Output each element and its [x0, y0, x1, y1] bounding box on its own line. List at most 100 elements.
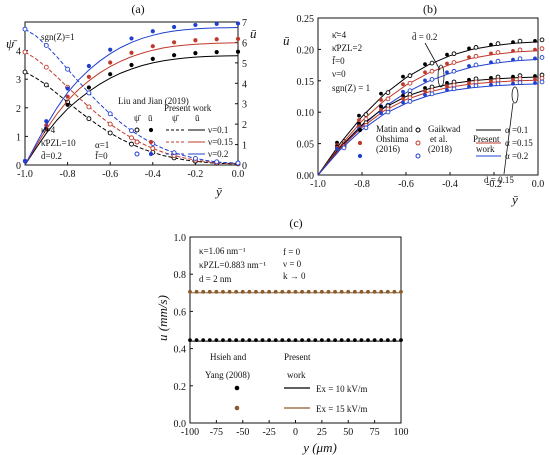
a-u-point	[150, 44, 155, 49]
b-xtick-label: -0.4	[442, 179, 458, 190]
c-point	[306, 289, 311, 294]
c-point	[234, 338, 239, 343]
c-point	[372, 338, 377, 343]
panel-b-ylabel: ū	[283, 33, 290, 48]
c-point	[227, 338, 232, 343]
b-open-point	[407, 73, 413, 79]
b-open-point	[385, 109, 391, 115]
b-filled-point	[445, 84, 449, 88]
legend-c-present-a: Present	[284, 352, 311, 362]
b-filled-point	[467, 81, 471, 85]
panel-c-param-k: k → 0	[283, 271, 306, 281]
b-filled-point	[533, 77, 537, 82]
legend-nu-3: ν=0.2	[208, 149, 228, 159]
c-xtick-label: -75	[210, 427, 223, 438]
a-xtick-label: -0.2	[187, 169, 203, 180]
a-u-point	[108, 72, 113, 77]
legend-c-ref-b: Yang (2008)	[205, 370, 250, 380]
b-line-0	[317, 41, 539, 176]
panel-b-label: (b)	[423, 2, 437, 16]
legend-b-col3-b: work	[476, 144, 495, 154]
b-filled-point	[511, 57, 515, 62]
b-open-point	[495, 41, 501, 46]
c-xtick-label: 100	[394, 427, 409, 438]
c-point	[247, 338, 252, 343]
panel-a-label: (a)	[131, 2, 144, 16]
legend-c-e1: Ex = 10 kV/m	[316, 384, 367, 394]
c-point	[201, 289, 206, 294]
c-ytick-label: 0.8	[174, 270, 187, 281]
b-open-point	[451, 68, 457, 74]
a-u-point	[214, 37, 219, 42]
a-u-point	[235, 21, 241, 26]
legend-b-alpha-3: α =0.2	[505, 151, 528, 161]
panel-c-param-f: f = 0	[283, 247, 301, 257]
c-point	[267, 289, 272, 294]
b-filled-point	[379, 111, 383, 115]
a-u-point	[150, 56, 155, 61]
panel-a-param-kappa: κ̄=4	[41, 125, 56, 135]
b-xtick-label: -0.6	[398, 179, 414, 190]
a-u-point	[108, 47, 113, 52]
a-xtick-label: -0.6	[102, 169, 118, 180]
b-open-point	[539, 75, 545, 81]
b-filled-point	[357, 113, 361, 118]
panel-b-param-f: f̄=0	[332, 56, 345, 66]
a-ytick-right-label: 3	[242, 100, 247, 111]
b-legend-open-0	[415, 127, 421, 133]
a-u-point	[172, 53, 177, 58]
panel-b-d1-ellipse	[437, 64, 445, 88]
panel-c-ylabel: u (mm/s)	[155, 295, 170, 341]
b-filled-point	[401, 93, 405, 98]
a-ytick-left-label: 1	[16, 132, 21, 143]
b-xtick-label: 0.0	[532, 179, 545, 190]
a-u-point	[65, 94, 70, 99]
b-open-point	[539, 55, 545, 60]
b-legend-filled-0	[357, 127, 363, 133]
c-legend-dot-0	[234, 385, 240, 391]
b-filled-point	[511, 49, 515, 53]
a-legend-filled-2	[148, 151, 154, 157]
c-point	[339, 289, 344, 294]
panel-a: (a) -1.0 -0.8 -0.6 -0.4 -0.2 0.00123401234567…	[6, 2, 257, 199]
legend-c-e2: Ex = 15 kV/m	[316, 404, 367, 414]
c-point	[227, 289, 232, 294]
c-point	[352, 289, 357, 294]
b-legend-filled-1	[357, 140, 363, 146]
a-psi-point	[150, 145, 156, 151]
a-legend-open-1	[134, 139, 140, 145]
b-open-point	[473, 53, 479, 59]
b-filled-point	[445, 52, 449, 57]
c-point	[293, 289, 298, 294]
a-legend-filled-0	[148, 127, 154, 133]
b-open-point	[363, 125, 369, 131]
legend-col-psi-present: ψ̄	[172, 113, 180, 123]
c-point	[214, 338, 219, 343]
b-open-point	[451, 60, 457, 65]
c-point	[392, 338, 397, 343]
b-xtick-label: -0.2	[486, 179, 502, 190]
panel-a-ylabel-right: ū	[250, 26, 257, 41]
b-open-point	[495, 50, 501, 55]
a-u-point	[86, 74, 91, 79]
b-open-point	[451, 86, 457, 92]
legend-b-col1-a: Matin and	[376, 124, 413, 134]
legend-b-col2-a: Gaikwad	[428, 124, 461, 134]
b-line-1	[317, 50, 539, 176]
b-open-point	[495, 58, 501, 64]
b-filled-point	[423, 86, 427, 90]
b-filled-point	[467, 46, 471, 51]
b-line-2	[317, 58, 539, 176]
a-u-point	[129, 50, 134, 55]
a-psi-point	[86, 116, 92, 122]
a-ytick-left-label: 2	[16, 104, 21, 115]
b-filled-point	[533, 47, 537, 52]
b-xtick-label: -0.8	[354, 179, 370, 190]
b-open-point	[429, 77, 435, 82]
a-psi-point	[86, 90, 92, 96]
b-xtick-label: -1.0	[310, 179, 326, 190]
c-point	[352, 338, 357, 343]
a-u-point	[172, 24, 177, 30]
b-open-point	[363, 112, 369, 117]
b-open-point	[451, 82, 457, 88]
